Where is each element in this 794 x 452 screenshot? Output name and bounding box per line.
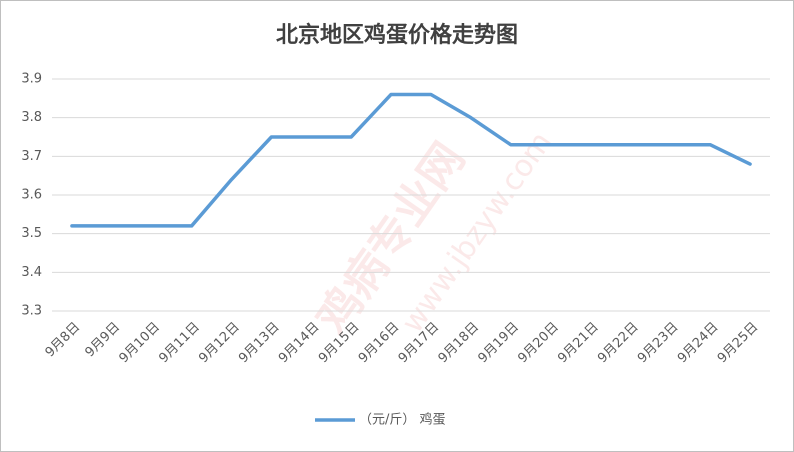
y-tick-label: 3.5 [21, 226, 42, 241]
y-tick-label: 3.3 [21, 304, 42, 319]
series-line [70, 92, 752, 228]
y-tick-label: 3.6 [21, 188, 42, 203]
y-tick-label: 3.8 [21, 110, 42, 125]
y-tick-label: 3.9 [21, 72, 42, 87]
legend-label: （元/斤） 鸡蛋 [359, 412, 446, 428]
chart-title: 北京地区鸡蛋价格走势图 [276, 22, 518, 48]
y-tick-label: 3.7 [21, 149, 42, 164]
y-tick-label: 3.4 [21, 265, 42, 280]
